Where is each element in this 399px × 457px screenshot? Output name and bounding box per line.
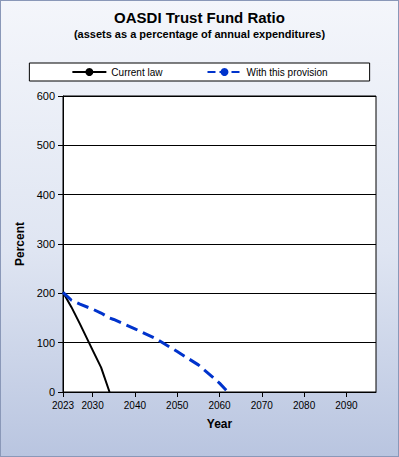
svg-text:400: 400 (37, 189, 55, 201)
svg-text:600: 600 (37, 90, 55, 102)
svg-text:2030: 2030 (81, 400, 104, 411)
svg-text:(assets as a percentage of ann: (assets as a percentage of annual expend… (74, 28, 326, 40)
svg-text:OASDI Trust Fund Ratio: OASDI Trust Fund Ratio (114, 9, 285, 26)
svg-text:2070: 2070 (251, 400, 274, 411)
svg-text:2080: 2080 (293, 400, 316, 411)
svg-text:200: 200 (37, 287, 55, 299)
svg-text:Year: Year (207, 417, 233, 431)
svg-text:100: 100 (37, 337, 55, 349)
svg-text:2023: 2023 (52, 400, 75, 411)
svg-text:Percent: Percent (13, 222, 27, 266)
svg-text:2060: 2060 (208, 400, 231, 411)
svg-text:Current law: Current law (111, 67, 163, 78)
svg-text:2050: 2050 (166, 400, 189, 411)
svg-text:500: 500 (37, 139, 55, 151)
svg-text:0: 0 (49, 386, 55, 398)
svg-text:2040: 2040 (124, 400, 147, 411)
svg-text:2090: 2090 (335, 400, 358, 411)
svg-text:300: 300 (37, 238, 55, 250)
svg-text:With this provision: With this provision (246, 67, 327, 78)
